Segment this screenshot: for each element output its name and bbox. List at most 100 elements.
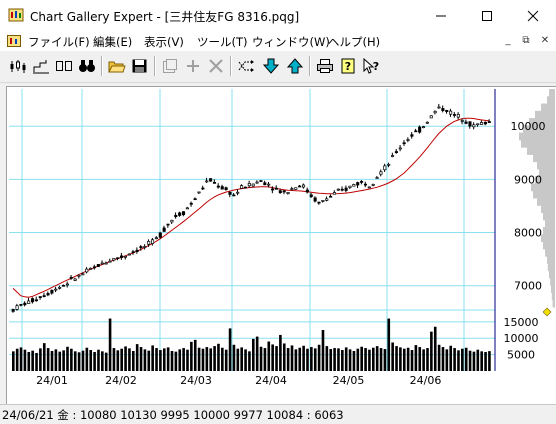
menu-tools[interactable]: ツール(T) [197,35,248,49]
volume-bar [426,348,429,371]
volume-profile-bin [529,118,555,126]
candle-body [301,184,306,188]
volume-bar [399,347,402,371]
menu-view[interactable]: 表示(V) [144,35,184,49]
candle-body [54,288,58,291]
maximize-button[interactable] [464,0,510,31]
close-button[interactable] [510,0,556,31]
menu-file[interactable]: ファイル(F) [28,35,90,49]
candlestick-chart-button[interactable] [7,55,29,77]
save-button[interactable] [129,55,151,77]
candle-body [69,277,73,279]
open-button[interactable] [106,55,128,77]
volume-profile-bin [543,227,555,235]
volume-bar [62,350,65,371]
candle-body [445,109,449,113]
volume-bar [190,341,193,371]
mdi-restore-button[interactable]: ⧉ [522,35,530,46]
volume-bar [143,349,147,371]
stock-chart[interactable]: 24/01 24/02 24/03 24/04 24/05 24/06 10000 9000… [7,87,556,405]
volume-bar [201,348,205,371]
volume-bar [275,346,278,371]
volume-profile-bin [543,212,555,221]
window-title: Chart Gallery Expert - [三井住友FG 8316.pqg] [30,10,300,24]
candle-body [472,124,476,128]
menu-window[interactable]: ウィンドウ(W) [252,35,330,49]
add-button[interactable] [182,55,204,77]
line-chart-button[interactable] [30,55,52,77]
volume-bar [104,352,108,371]
volume-profile-bin [519,132,555,141]
volume-profile-bin [537,198,555,206]
context-help-button[interactable]: ? [360,55,382,77]
candle-body [340,188,344,191]
menu-edit[interactable]: 編集(E) [93,35,133,49]
volume-bar [101,351,104,371]
candle-body [313,197,317,202]
volume-bar [205,347,209,371]
shuffle-button[interactable] [235,55,257,77]
volume-bar [35,352,38,371]
volume-bar [341,350,344,371]
candle-body [151,239,155,244]
volume-bar [70,348,73,371]
mdi-close-button[interactable]: ✕ [540,35,550,46]
candle-body [61,284,66,287]
volume-bar [406,347,410,371]
volume-bar [116,350,120,371]
candle-body [371,184,375,186]
mdi-minimize-button[interactable]: _ [505,35,511,46]
chart-window[interactable]: 24/01 24/02 24/03 24/04 24/05 24/06 10000 9000… [6,86,556,405]
volume-bar [387,318,391,371]
minimize-button[interactable] [418,0,464,31]
delete-button[interactable] [205,55,227,77]
volume-bar [263,348,267,371]
candle-body [100,262,104,265]
volume-tick-label: 10000 [504,332,539,345]
candle-body [123,255,128,258]
menu-help[interactable]: ヘルプ(H) [328,35,381,49]
volume-bar [449,345,453,371]
marker-diamond[interactable] [542,307,552,317]
y-tick-label: 10000 [511,120,546,133]
candle-body [452,114,457,116]
find-button[interactable] [76,55,98,77]
shuffle-icon [238,60,254,72]
dual-chart-button[interactable] [53,55,75,77]
candle-body [259,180,263,182]
candle-body [11,309,15,312]
help-button[interactable]: ? [337,55,359,77]
minimize-icon [436,15,446,16]
candle-body [460,120,464,122]
candle-body [352,184,356,187]
candle-body [360,181,364,183]
candle-body [158,232,162,238]
upload-button[interactable] [284,55,306,77]
candle-body [263,182,267,186]
volume-bar [112,348,116,371]
properties-button[interactable] [159,55,181,77]
menu-bar: ファイル(F) 編集(E) 表示(V) ツール(T) ウィンドウ(W) ヘルプ(… [0,31,556,51]
candle-body [309,194,313,197]
candle-body [325,198,329,201]
volume-bar [93,351,96,371]
app-icon[interactable] [8,7,24,23]
volume-bar [430,331,433,371]
volume-tick-label: 15000 [504,316,539,329]
download-button[interactable] [260,55,282,77]
candle-body [379,171,383,175]
volume-profile-bin [523,125,555,134]
volume-profile-bin [541,234,555,243]
title-bar: Chart Gallery Expert - [三井住友FG 8316.pqg] [0,0,556,31]
volume-bar [310,347,313,371]
candle-body [483,121,488,125]
candle-body [421,126,426,129]
volume-bar [468,350,472,371]
volume-profile-bin [551,285,555,293]
candle-body [224,187,228,190]
print-button[interactable] [314,55,336,77]
document-icon[interactable] [7,34,21,48]
download-arrow-icon [262,58,280,74]
volume-profile-bin [543,241,555,250]
volume-bar [193,339,197,371]
